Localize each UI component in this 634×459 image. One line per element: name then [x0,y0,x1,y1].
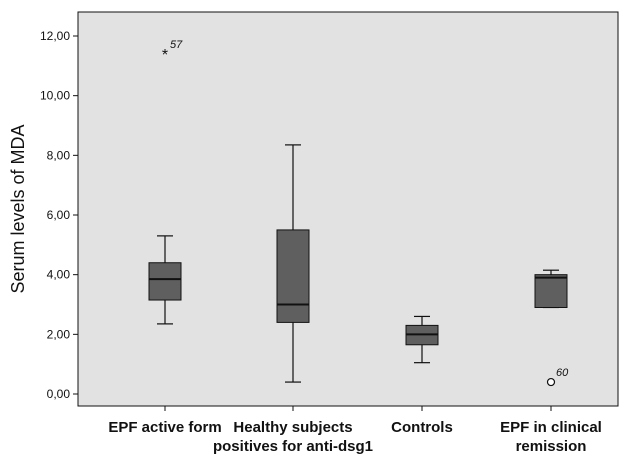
y-axis-title: Serum levels of MDA [8,124,28,293]
box-body [148,262,182,301]
y-tick-label: 8,00 [47,148,71,162]
outlier-circle-marker [546,377,556,387]
box-group: 60 [534,269,569,387]
plot-area [77,11,619,407]
y-tick-label: 0,00 [47,387,71,401]
x-category-label: positives for anti-dsg1 [213,438,373,455]
box-group [276,144,310,383]
box-body [276,229,310,323]
x-category-label: remission [516,438,587,455]
y-tick-label: 2,00 [47,327,71,341]
box-series: *57 60 [148,39,569,387]
y-tick-label: 10,00 [40,89,70,103]
x-category-label: Controls [391,419,453,436]
x-category-label: Healthy subjects [233,419,352,436]
outlier-label: 60 [556,367,569,379]
y-axis: 0,00 2,00 4,00 6,00 8,00 10,00 12,00 [40,29,78,401]
outlier-label: 57 [170,39,183,51]
x-axis: EPF active form Healthy subjects positives… [108,406,602,455]
box-group: *57 [148,39,183,325]
box-group [405,315,439,364]
y-tick-label: 6,00 [47,208,71,222]
y-tick-label: 4,00 [47,268,71,282]
box-body [534,274,568,308]
outlier-star-marker: * [162,47,168,64]
y-tick-label: 12,00 [40,29,70,43]
x-category-label: EPF in clinical [500,419,602,436]
x-category-label: EPF active form [108,419,221,436]
